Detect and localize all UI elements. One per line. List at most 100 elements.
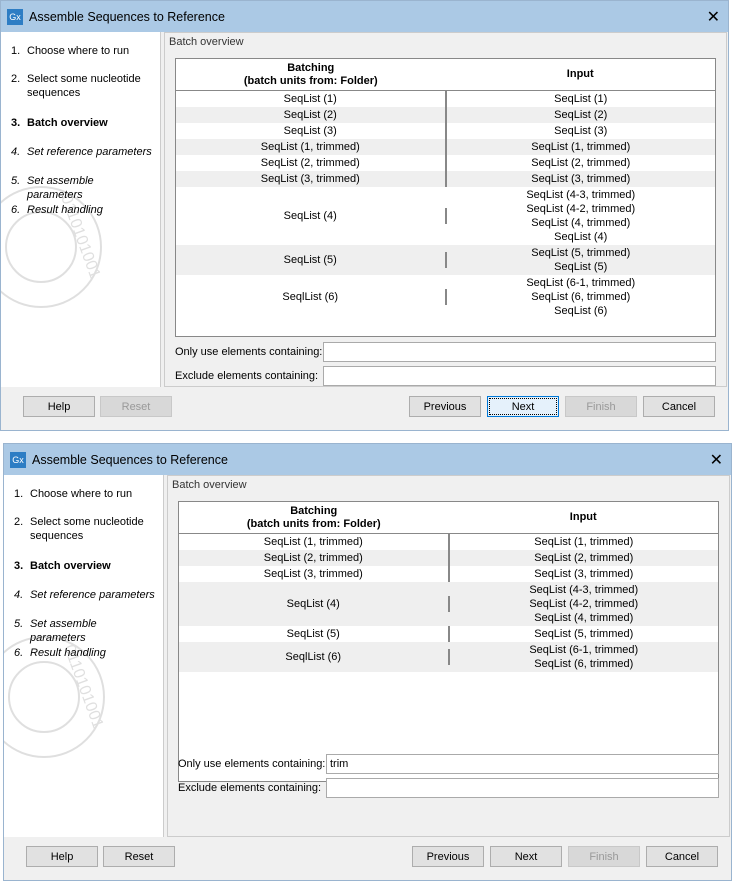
title-bar: Gx Assemble Sequences to Reference ✕: [4, 444, 731, 475]
next-button[interactable]: Next: [487, 396, 559, 417]
content-panel: Batch overview Batching (batch units from:…: [164, 32, 727, 387]
input-cell: SeqList (2, trimmed): [450, 550, 719, 566]
exclude-input[interactable]: [326, 778, 719, 798]
table-row[interactable]: SeqList (4) SeqList (4-3, trimmed) SeqList…: [176, 187, 715, 245]
button-bar: Help Reset Previous Next Finish Cancel: [4, 837, 731, 880]
step-number: 6.: [14, 647, 24, 659]
input-item: SeqList (6-1, trimmed): [529, 644, 639, 656]
step-number: 5.: [11, 175, 21, 187]
input-cell: SeqList (1, trimmed): [447, 139, 716, 155]
input-item: SeqList (1, trimmed): [531, 141, 631, 153]
input-item: SeqList (6, trimmed): [531, 291, 631, 303]
batch-cell: SeqList (4): [176, 208, 447, 224]
close-icon[interactable]: ✕: [709, 452, 723, 469]
step-number: 5.: [14, 618, 24, 630]
only-use-label: Only use elements containing:: [175, 346, 323, 358]
step-item: 5. Set assemble parameters: [14, 617, 155, 645]
table-row[interactable]: SeqList (1) SeqList (1): [176, 91, 715, 107]
cancel-button[interactable]: Cancel: [643, 396, 715, 417]
input-item: SeqList (1): [554, 93, 608, 105]
batch-cell: SeqList (5): [176, 252, 447, 268]
cancel-button[interactable]: Cancel: [646, 846, 718, 867]
table-row[interactable]: SeqList (5) SeqList (5, trimmed) SeqList (…: [176, 245, 715, 275]
reset-button: Reset: [100, 396, 172, 417]
batch-cell: SeqList (1, trimmed): [179, 534, 450, 550]
batch-table: Batching (batch units from: Folder) Input S…: [175, 58, 716, 337]
next-button[interactable]: Next: [490, 846, 562, 867]
table-row[interactable]: SeqList (1, trimmed) SeqList (1, trimmed): [179, 534, 718, 550]
help-button[interactable]: Help: [23, 396, 95, 417]
batch-cell: SeqlList (6): [176, 289, 447, 305]
input-cell: SeqList (5, trimmed) SeqList (5): [447, 245, 716, 275]
exclude-label: Exclude elements containing:: [175, 370, 319, 382]
table-row[interactable]: SeqList (3, trimmed) SeqList (3, trimmed): [176, 171, 715, 187]
step-label: Select some nucleotide sequences: [30, 516, 144, 542]
decorative-swirl-icon: 0110101001: [4, 617, 154, 817]
input-item: SeqList (5, trimmed): [534, 628, 634, 640]
table-row[interactable]: SeqList (2, trimmed) SeqList (2, trimmed): [176, 155, 715, 171]
batch-cell: SeqList (1, trimmed): [176, 139, 447, 155]
table-row[interactable]: SeqlList (6) SeqList (6-1, trimmed) SeqLis…: [179, 642, 718, 672]
table-row[interactable]: SeqList (5) SeqList (5, trimmed): [179, 626, 718, 642]
step-number: 2.: [11, 73, 21, 85]
table-row[interactable]: SeqList (4) SeqList (4-3, trimmed) SeqList…: [179, 582, 718, 626]
input-item: SeqList (5, trimmed): [531, 247, 631, 259]
only-use-filter: Only use elements containing:: [175, 342, 716, 362]
input-item: SeqList (3): [554, 125, 608, 137]
step-item: 3. Batch overview: [14, 559, 155, 573]
reset-button[interactable]: Reset: [103, 846, 175, 867]
input-cell: SeqList (4-3, trimmed) SeqList (4-2, trim…: [450, 582, 719, 626]
column-header: Batching (batch units from: Folder): [243, 61, 378, 87]
exclude-filter: Exclude elements containing:: [175, 366, 716, 386]
exclude-input[interactable]: [323, 366, 716, 386]
input-cell: SeqList (1): [447, 91, 716, 107]
table-row[interactable]: SeqList (1, trimmed) SeqList (1, trimmed): [176, 139, 715, 155]
input-item: SeqList (4-3, trimmed): [526, 189, 636, 201]
step-item: 6. Result handling: [14, 646, 155, 660]
step-label: Result handling: [27, 204, 103, 216]
dialog: Gx Assemble Sequences to Reference ✕ 011010…: [0, 0, 729, 431]
column-header: Input: [566, 68, 594, 80]
content-panel: Batch overview Batching (batch units from:…: [167, 475, 730, 837]
finish-button: Finish: [568, 846, 640, 867]
button-bar: Help Reset Previous Next Finish Cancel: [1, 387, 728, 430]
batch-cell: SeqList (5): [179, 626, 450, 642]
close-icon[interactable]: ✕: [706, 9, 720, 26]
steps-panel: 0110101001 1. Choose where to run 2. Select …: [4, 475, 164, 837]
input-item: SeqList (2): [554, 109, 608, 121]
input-cell: SeqList (2, trimmed): [447, 155, 716, 171]
step-label: Batch overview: [27, 117, 108, 129]
step-label: Select some nucleotide sequences: [27, 73, 141, 99]
help-button[interactable]: Help: [26, 846, 98, 867]
table-row[interactable]: SeqList (3) SeqList (3): [176, 123, 715, 139]
table-row[interactable]: SeqList (2) SeqList (2): [176, 107, 715, 123]
batch-cell: SeqList (2, trimmed): [179, 550, 450, 566]
table-row[interactable]: SeqlList (6) SeqList (6-1, trimmed) SeqLis…: [176, 275, 715, 319]
step-item: 2. Select some nucleotide sequences: [11, 72, 152, 100]
input-item: SeqList (4-2, trimmed): [526, 203, 636, 215]
input-cell: SeqList (4-3, trimmed) SeqList (4-2, trim…: [447, 187, 716, 245]
table-row[interactable]: SeqList (3, trimmed) SeqList (3, trimmed): [179, 566, 718, 582]
batch-cell: SeqList (3): [176, 123, 447, 139]
batch-cell: SeqList (3, trimmed): [176, 171, 447, 187]
previous-button[interactable]: Previous: [412, 846, 484, 867]
input-item: SeqList (6): [554, 305, 608, 317]
step-item: 6. Result handling: [11, 203, 152, 217]
only-use-input[interactable]: [323, 342, 716, 362]
batch-cell: SeqList (3, trimmed): [179, 566, 450, 582]
only-use-input[interactable]: [326, 754, 719, 774]
only-use-filter: Only use elements containing:: [178, 754, 719, 774]
app-logo-icon: Gx: [10, 451, 26, 468]
table-row[interactable]: SeqList (2, trimmed) SeqList (2, trimmed): [179, 550, 718, 566]
input-item: SeqList (3, trimmed): [534, 568, 634, 580]
previous-button[interactable]: Previous: [409, 396, 481, 417]
batch-cell: SeqlList (6): [179, 649, 450, 665]
section-title: Batch overview: [169, 36, 244, 48]
step-item: 3. Batch overview: [11, 116, 152, 130]
batch-cell: SeqList (2): [176, 107, 447, 123]
input-item: SeqList (5): [554, 261, 608, 273]
step-item: 5. Set assemble parameters: [11, 174, 152, 202]
table-body: SeqList (1, trimmed) SeqList (1, trimmed)…: [179, 533, 718, 672]
step-label: Batch overview: [30, 560, 111, 572]
step-item: 1. Choose where to run: [11, 44, 152, 58]
